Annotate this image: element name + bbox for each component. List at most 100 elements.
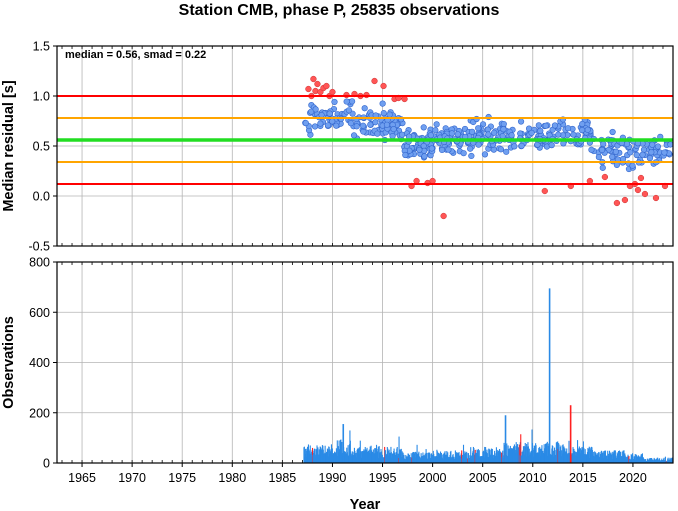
y-tick-label: 0.5	[33, 140, 50, 154]
observation-bar	[609, 452, 611, 463]
stats-annotation: median = 0.56, smad = 0.22	[65, 49, 206, 61]
data-point	[386, 111, 393, 118]
observation-bar	[518, 444, 520, 463]
data-point	[649, 141, 656, 148]
observation-bar	[426, 452, 428, 463]
chart-title: Station CMB, phase P, 25835 observations	[178, 2, 500, 19]
data-point	[667, 141, 674, 148]
x-tick-label: 2015	[569, 471, 597, 485]
outlier-point	[323, 82, 330, 90]
observation-bar	[500, 452, 502, 463]
data-point	[537, 127, 544, 134]
residual-panel: -0.5 0.0 0.5 1.0 1.5 median = 0.56, smad = 0.…	[1, 40, 674, 254]
data-point	[361, 105, 368, 112]
observation-bar	[503, 442, 505, 463]
outlier-point	[440, 212, 447, 220]
observation-bar	[602, 451, 604, 463]
outlier-point	[613, 199, 621, 207]
observation-bar	[336, 440, 338, 463]
observation-bar	[506, 443, 508, 463]
data-point	[648, 149, 655, 156]
data-point	[485, 131, 492, 138]
data-point	[490, 146, 497, 153]
observations-panel: 0 200 400 600 800 1965 1970 1975 1980 1985 1990 199…	[1, 256, 674, 511]
observation-bar	[520, 434, 522, 463]
x-tick-label: 1970	[118, 471, 146, 485]
observation-bar	[340, 439, 342, 463]
data-point	[302, 119, 309, 127]
observation-bar	[454, 450, 456, 463]
data-point	[460, 150, 467, 157]
data-point	[661, 149, 668, 156]
observation-bar	[341, 441, 343, 463]
observation-bar	[546, 441, 548, 463]
data-point	[500, 120, 507, 128]
data-point	[398, 131, 406, 138]
data-point	[374, 130, 381, 137]
scatter-points	[302, 75, 674, 220]
observation-bar	[604, 450, 606, 463]
peak-bar	[569, 405, 572, 463]
observation-bar	[442, 454, 444, 463]
data-point	[564, 125, 572, 132]
data-point	[491, 129, 498, 136]
x-tick-label: 2020	[619, 471, 647, 485]
outlier-point	[541, 187, 548, 195]
data-point	[390, 126, 397, 133]
data-point	[654, 143, 662, 150]
data-point	[528, 129, 535, 136]
data-point	[627, 149, 634, 156]
data-point	[350, 132, 358, 139]
y-tick-label: 1.0	[33, 90, 50, 104]
observation-bar	[577, 449, 579, 463]
data-point	[598, 146, 606, 154]
y-axis-title: Median residual [s]	[1, 80, 17, 212]
observation-bar	[598, 452, 600, 463]
data-point	[579, 120, 586, 128]
data-point	[468, 152, 475, 160]
observation-bar	[588, 446, 590, 463]
observation-bar	[416, 444, 418, 463]
data-point	[548, 142, 555, 149]
observation-bar	[645, 459, 647, 463]
observation-bar	[539, 446, 541, 463]
outlier-point	[637, 174, 645, 182]
data-point	[421, 153, 428, 160]
y-tick-label: 800	[29, 256, 50, 270]
data-point	[428, 145, 435, 152]
observation-bar	[466, 453, 468, 463]
data-point	[349, 98, 356, 105]
observation-bar	[532, 449, 534, 463]
observation-bar	[543, 444, 545, 463]
y-tick-label: 0	[43, 457, 50, 471]
y-tick-label: 1.5	[33, 40, 50, 54]
observation-bar	[360, 451, 362, 463]
observation-bar	[425, 449, 427, 463]
data-point	[518, 142, 525, 149]
data-point	[469, 128, 476, 135]
x-tick-label: 1990	[319, 471, 347, 485]
observation-bar	[462, 444, 465, 463]
observation-bar	[347, 445, 349, 463]
observation-bar	[303, 446, 305, 463]
data-point	[360, 122, 367, 129]
data-point	[535, 122, 542, 129]
data-point	[326, 110, 333, 117]
data-point	[475, 125, 482, 132]
data-point	[311, 123, 319, 130]
x-axis-title: Year	[350, 497, 381, 511]
observation-bar	[563, 446, 565, 463]
y-tick-label: 0.0	[33, 190, 50, 204]
data-point	[367, 121, 374, 128]
data-point	[427, 132, 434, 139]
data-point	[500, 126, 507, 133]
data-point	[579, 127, 586, 134]
outlier-point	[601, 173, 609, 181]
observation-bar	[611, 451, 613, 463]
data-point	[324, 122, 332, 129]
data-point	[599, 164, 606, 171]
data-point	[595, 153, 603, 161]
data-point	[623, 140, 631, 148]
